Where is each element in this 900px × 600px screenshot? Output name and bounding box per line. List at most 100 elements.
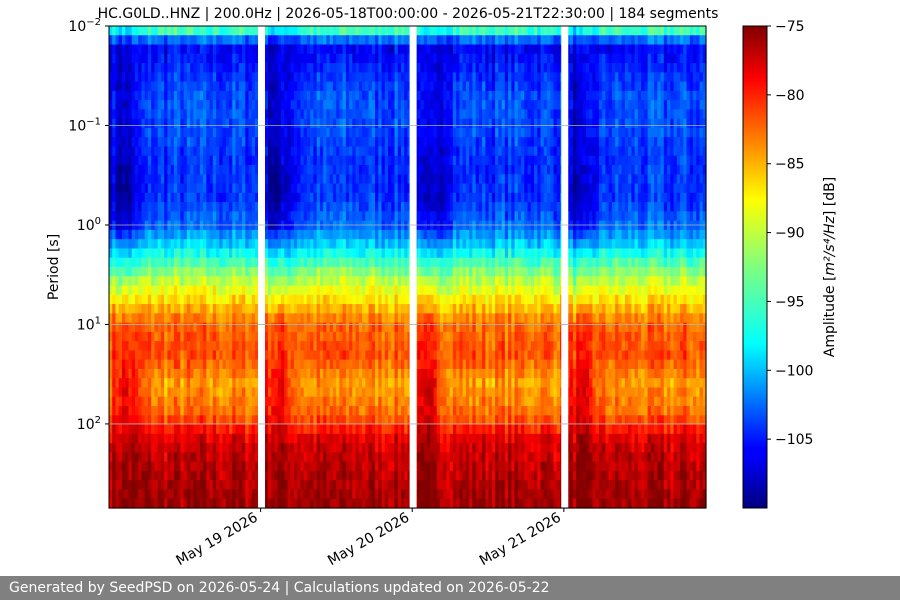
heatmap-cell	[572, 165, 577, 175]
heatmap-cell	[216, 127, 220, 138]
heatmap-cell	[667, 35, 671, 46]
heatmap-cell	[251, 109, 256, 120]
heatmap-cell	[391, 220, 396, 231]
heatmap-cell	[160, 174, 165, 185]
heatmap-cell	[355, 109, 360, 120]
heatmap-cell	[576, 248, 581, 259]
heatmap-cell	[683, 211, 688, 222]
heatmap-cell	[663, 127, 668, 138]
heatmap-cell	[683, 174, 688, 185]
heatmap-cell	[323, 165, 327, 175]
heatmap-cell	[365, 63, 370, 73]
heatmap-cell	[637, 100, 642, 111]
heatmap-cell	[527, 165, 532, 175]
heatmap-cell	[280, 211, 285, 222]
heatmap-cell	[550, 26, 555, 36]
heatmap-cell	[621, 72, 626, 83]
heatmap-cell	[277, 118, 282, 129]
heatmap-cell	[443, 192, 448, 203]
heatmap-cell	[297, 211, 302, 222]
heatmap-cell	[628, 35, 632, 46]
heatmap-cell	[676, 192, 681, 203]
heatmap-cell	[128, 220, 133, 231]
heatmap-cell	[287, 248, 292, 259]
heatmap-cell	[569, 72, 574, 83]
heatmap-cell	[702, 174, 707, 185]
heatmap-cell	[420, 35, 425, 46]
heatmap-cell	[232, 63, 237, 73]
heatmap-cell	[141, 63, 146, 73]
heatmap-cell	[109, 211, 113, 222]
heatmap-cell	[696, 183, 701, 194]
heatmap-cell	[297, 137, 302, 148]
heatmap-cell	[527, 202, 532, 212]
heatmap-cell	[689, 81, 694, 92]
heatmap-cell	[702, 44, 707, 55]
heatmap-cell	[306, 155, 311, 166]
heatmap-cell	[365, 267, 370, 277]
heatmap-cell	[229, 239, 233, 250]
heatmap-cell	[404, 137, 409, 148]
heatmap-cell	[109, 63, 113, 73]
heatmap-cell	[229, 72, 233, 83]
heatmap-cell	[501, 155, 506, 166]
heatmap-cell	[456, 155, 461, 166]
heatmap-cell	[251, 118, 256, 129]
heatmap-cell	[186, 183, 191, 194]
heatmap-cell	[547, 90, 551, 101]
heatmap-cell	[598, 192, 603, 203]
heatmap-cell	[154, 26, 159, 36]
heatmap-cell	[365, 72, 370, 83]
heatmap-cell	[212, 90, 217, 101]
heatmap-cell	[164, 72, 168, 83]
heatmap-cell	[355, 44, 360, 55]
heatmap-cell	[397, 100, 402, 111]
heatmap-cell	[670, 155, 675, 166]
heatmap-cell	[628, 118, 632, 129]
heatmap-cell	[277, 127, 282, 138]
heatmap-cell	[316, 248, 321, 259]
heatmap-cell	[115, 183, 120, 194]
heatmap-cell	[517, 183, 522, 194]
heatmap-cell	[517, 44, 522, 55]
heatmap-cell	[508, 109, 512, 120]
heatmap-cell	[459, 146, 464, 157]
heatmap-cell	[245, 183, 250, 194]
heatmap-cell	[267, 257, 272, 268]
heatmap-cell	[160, 90, 165, 101]
heatmap-cell	[381, 127, 386, 138]
heatmap-cell	[611, 137, 616, 148]
heatmap-cell	[670, 174, 675, 185]
heatmap-cell	[375, 100, 379, 111]
heatmap-cell	[151, 155, 156, 166]
heatmap-cell	[277, 220, 282, 231]
heatmap-cell	[556, 72, 561, 83]
heatmap-cell	[582, 146, 587, 157]
heatmap-cell	[388, 257, 392, 268]
heatmap-cell	[203, 220, 207, 231]
heatmap-cell	[300, 63, 305, 73]
heatmap-cell	[235, 211, 240, 222]
heatmap-cell	[521, 35, 525, 46]
heatmap-cell	[676, 127, 681, 138]
heatmap-cell	[524, 90, 529, 101]
heatmap-cell	[134, 165, 139, 175]
heatmap-cell	[371, 109, 376, 120]
heatmap-cell	[618, 109, 623, 120]
heatmap-cell	[618, 26, 623, 36]
heatmap-cell	[550, 220, 555, 231]
heatmap-cell	[206, 211, 211, 222]
heatmap-cell	[654, 127, 658, 138]
heatmap-cell	[417, 165, 422, 175]
heatmap-cell	[109, 26, 113, 36]
heatmap-cell	[495, 267, 499, 277]
heatmap-cell	[248, 118, 253, 129]
heatmap-cell	[420, 267, 425, 277]
heatmap-cell	[508, 81, 512, 92]
heatmap-cell	[514, 90, 519, 101]
heatmap-cell	[267, 137, 272, 148]
heatmap-cell	[206, 174, 211, 185]
heatmap-cell	[397, 127, 402, 138]
heatmap-cell	[144, 239, 149, 250]
heatmap-cell	[624, 81, 629, 92]
